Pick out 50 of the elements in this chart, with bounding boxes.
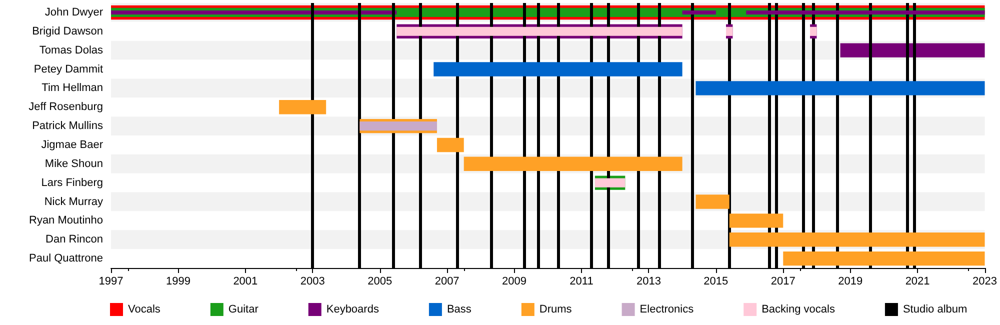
legend-label: Drums (539, 304, 572, 316)
legend-label: Guitar (228, 304, 259, 316)
y-tick-label: Tomas Dolas (39, 44, 104, 56)
legend-label: Keyboards (326, 304, 380, 316)
x-tick-label: 2011 (570, 276, 594, 288)
y-tick-label: Jeff Rosenburg (28, 101, 103, 114)
y-tick-label: John Dwyer (44, 6, 104, 18)
x-tick-label: 2007 (434, 276, 460, 288)
x-tick-label: 2005 (368, 276, 392, 288)
y-tick-label: Patrick Mullins (32, 120, 104, 132)
x-tick-label: 2015 (704, 276, 728, 288)
legend-label: Studio album (902, 304, 968, 316)
bar (726, 26, 733, 36)
x-tick-label: 2019 (838, 276, 863, 288)
legend-label: Electronics (640, 304, 694, 316)
bar (729, 214, 784, 228)
bar (434, 62, 682, 76)
y-tick-label: Paul Quattrone (29, 252, 103, 265)
x-tick-label: 2013 (636, 276, 661, 288)
y-tick-label: Petey Dammit (34, 63, 103, 76)
legend-label: Vocals (128, 304, 161, 316)
bar (594, 178, 626, 188)
x-tick-label: 2009 (502, 276, 527, 288)
bar (840, 43, 985, 58)
legend-label: Bass (446, 304, 472, 316)
bar (396, 26, 682, 36)
x-tick-label: 1999 (166, 276, 190, 288)
y-tick-label: Jigmae Baer (41, 138, 104, 151)
bar (279, 100, 326, 114)
bar (464, 156, 682, 171)
y-tick-label: Tim Hellman (42, 82, 103, 94)
y-tick-label: Dan Rincon (46, 234, 103, 246)
bar (436, 138, 464, 152)
x-tick-label: 2003 (300, 276, 325, 288)
x-tick-label: 2001 (233, 276, 258, 288)
x-tick-label: 2021 (905, 276, 930, 288)
x-tick-label: 1997 (98, 276, 124, 288)
x-tick-label: 2023 (972, 276, 998, 288)
legend-label: Backing vocals (762, 304, 836, 316)
y-tick-label: Brigid Dawson (32, 25, 103, 38)
y-tick-label: Mike Shoun (44, 158, 103, 170)
y-tick-label: Nick Murray (44, 196, 104, 208)
bar (696, 194, 730, 209)
bar (783, 251, 985, 266)
y-tick-label: Lars Finberg (41, 176, 103, 189)
bar (696, 81, 985, 96)
x-tick-label: 2017 (770, 276, 796, 288)
bar (729, 232, 985, 247)
y-tick-label: Ryan Moutinho (29, 214, 103, 227)
bar (810, 26, 817, 36)
